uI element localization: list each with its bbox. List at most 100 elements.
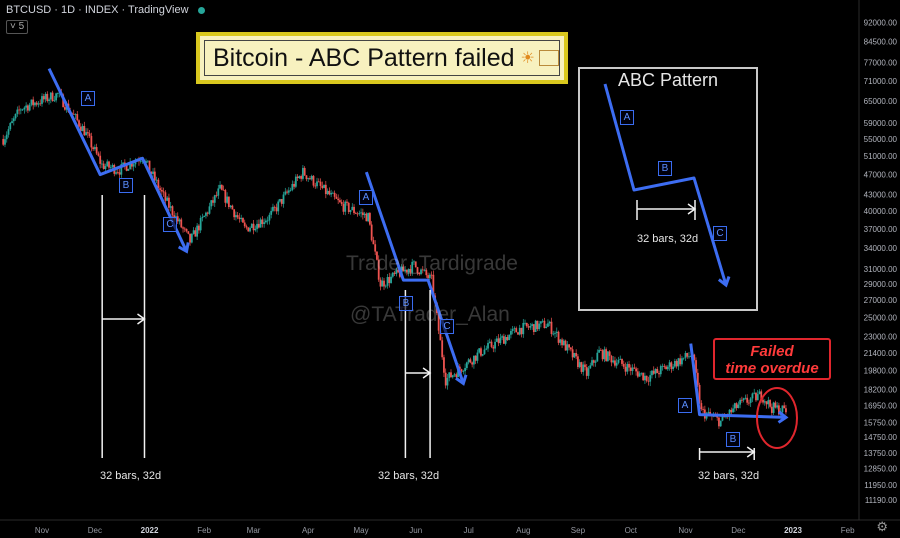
candle-body [291, 183, 294, 190]
candle-body [217, 188, 220, 196]
candle-body [287, 190, 290, 193]
collapse-legend-button[interactable]: ˅ 5 [6, 20, 29, 34]
candle-body [4, 139, 6, 145]
candle-body [92, 147, 95, 150]
candle-body [337, 198, 340, 201]
candle-body [540, 321, 542, 324]
candle-body [499, 337, 502, 344]
candle-body [624, 366, 627, 372]
candle-body [414, 261, 417, 268]
candle-body [309, 178, 311, 180]
abc-legend-box [578, 67, 758, 311]
candle-body [615, 362, 618, 366]
candle-body [506, 337, 509, 341]
candle-body [622, 363, 625, 367]
abc-pattern-1-arrowhead [177, 242, 190, 254]
y-tick-label: 14750.00 [864, 433, 898, 442]
abc-legend-title: ABC Pattern [618, 70, 719, 90]
candle-body [296, 176, 299, 179]
y-tick-label: 12850.00 [864, 464, 898, 473]
symbol-header[interactable]: BTCUSD · 1D · INDEX · TradingView [6, 4, 205, 16]
candle-body [721, 415, 724, 421]
candle-body [5, 134, 8, 140]
candle-body [155, 179, 158, 181]
candle-body [139, 161, 142, 162]
title-banner: Bitcoin - ABC Pattern failed ☀ [196, 32, 568, 84]
candle-body [270, 210, 273, 215]
measure-1-arrowhead [137, 313, 146, 325]
candle-body [349, 210, 352, 212]
candle-body [522, 322, 525, 335]
candle-body [571, 349, 574, 358]
y-tick-label: 34000.00 [864, 244, 898, 253]
candle-body [670, 362, 673, 370]
candle-body [365, 213, 368, 222]
candle-body [444, 372, 447, 386]
candle-body [732, 408, 734, 413]
candle-body [372, 240, 375, 245]
y-tick-label: 71000.00 [864, 77, 898, 86]
candle-body [122, 162, 124, 165]
candle-body [478, 348, 481, 353]
candle-body [353, 206, 355, 214]
candle-body [254, 228, 257, 231]
candle-body [751, 393, 754, 399]
candle-body [728, 409, 731, 417]
candle-body [44, 93, 47, 100]
candle-body [328, 190, 331, 195]
candle-body [658, 373, 660, 375]
candle-body [577, 356, 579, 368]
candle-body [227, 196, 230, 207]
candle-body [591, 360, 593, 366]
candle-body [190, 233, 193, 243]
candle-body [127, 168, 130, 171]
candle-body [81, 125, 84, 132]
candle-body [236, 215, 239, 218]
candle-body [547, 323, 549, 327]
candle-body [707, 411, 710, 414]
candle-body [302, 167, 304, 179]
failed-line-2: time overdue [725, 360, 819, 377]
candle-body [682, 357, 685, 359]
candle-body [222, 189, 225, 191]
candle-body [619, 358, 622, 360]
candle-body [589, 365, 592, 369]
settings-gear-icon[interactable]: ⚙ [876, 519, 888, 534]
y-tick-label: 11190.00 [865, 496, 898, 505]
candle-body [157, 179, 160, 189]
candle-body [220, 184, 223, 190]
candle-body [423, 270, 426, 271]
legend-label-c: C [713, 226, 727, 241]
candle-body [770, 406, 773, 413]
candle-body [152, 171, 154, 174]
candle-body [277, 201, 280, 212]
candle-body [111, 165, 114, 168]
candle-body [99, 155, 102, 164]
candle-body [404, 269, 407, 272]
x-tick-label: 2022 [141, 526, 159, 535]
y-tick-label: 16950.00 [864, 402, 898, 411]
candle-body [753, 392, 756, 394]
candle-body [197, 225, 200, 231]
candle-body [377, 259, 380, 280]
candle-body [488, 341, 491, 343]
candle-body [19, 109, 22, 111]
y-tick-label: 65000.00 [864, 97, 898, 106]
candle-body [480, 348, 482, 356]
candle-body [289, 189, 292, 191]
x-tick-label: Apr [302, 526, 315, 535]
pattern2-label-a: A [359, 190, 373, 205]
candle-body [9, 123, 12, 130]
candle-body [631, 367, 634, 371]
candle-body [346, 201, 348, 203]
candle-body [531, 324, 533, 326]
pattern1-label-c: C [163, 217, 177, 232]
candle-body [153, 171, 156, 181]
candle-body [689, 356, 692, 357]
candle-body [740, 399, 743, 401]
candle-body [686, 352, 689, 357]
candle-body [666, 366, 669, 370]
x-tick-label: May [354, 526, 369, 535]
candle-body [176, 216, 179, 222]
